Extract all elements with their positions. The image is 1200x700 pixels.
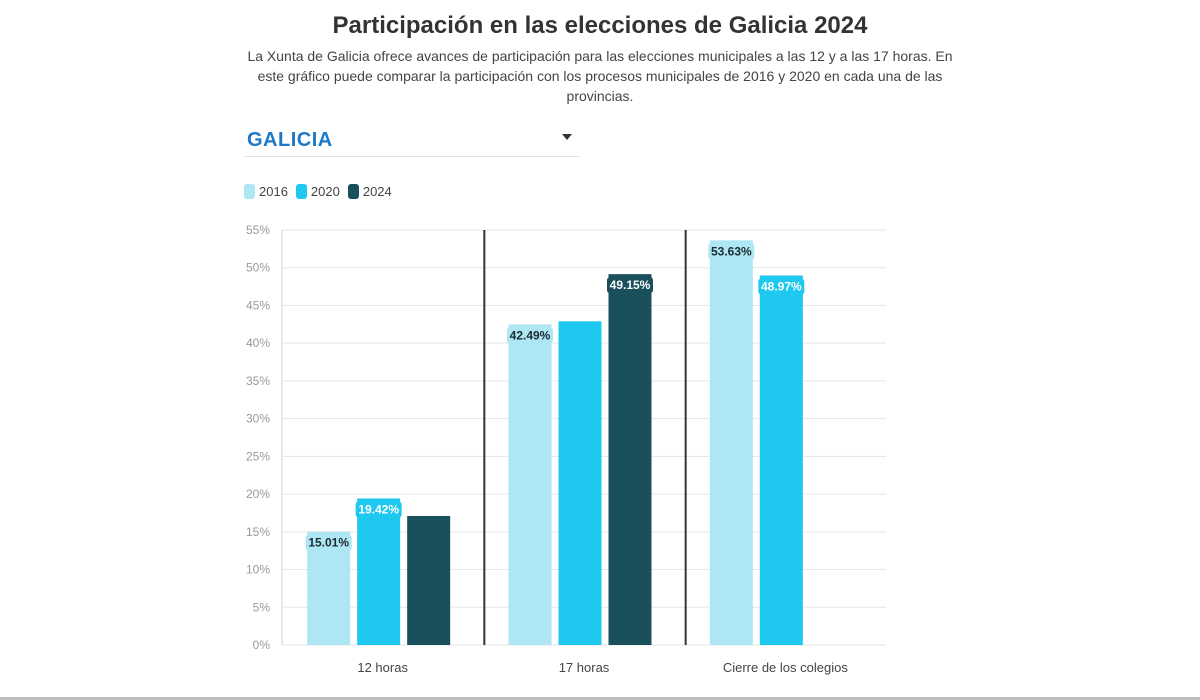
- data-label-bg: [305, 534, 352, 551]
- chart-legend: 2016 2020 2024: [244, 184, 400, 199]
- y-tick-label: 5%: [253, 600, 271, 614]
- chart-title: Participación en las elecciones de Galic…: [332, 12, 868, 39]
- legend-swatch-2020: [295, 184, 307, 199]
- legend-item-2020[interactable]: 2020: [295, 184, 340, 199]
- bar-2020-3: [759, 275, 803, 645]
- data-label-bg: [607, 277, 653, 294]
- data-label-bg: [758, 278, 805, 295]
- bar-2016-2: [508, 324, 552, 645]
- y-tick-label: 25%: [246, 449, 270, 463]
- bar-2020-2: [558, 321, 602, 645]
- x-tick-label: 12 horas: [357, 660, 408, 675]
- data-label: 53.63%: [711, 244, 752, 258]
- y-tick-label: 50%: [246, 261, 270, 275]
- y-tick-label: 0%: [253, 638, 271, 652]
- bar-2020-1: [357, 498, 401, 645]
- data-label-bg: [507, 327, 553, 344]
- data-label: 42.49%: [510, 328, 551, 342]
- y-tick-label: 40%: [246, 336, 270, 350]
- data-label-bg: [708, 243, 755, 260]
- region-dropdown[interactable]: GALICIA: [244, 126, 580, 157]
- region-dropdown-value: GALICIA: [247, 129, 333, 151]
- data-label: 48.97%: [761, 279, 802, 293]
- data-label: 49.15%: [610, 278, 651, 292]
- data-label: 15.01%: [308, 536, 349, 550]
- legend-item-2024[interactable]: 2024: [347, 184, 392, 199]
- legend-label-2020: 2020: [310, 184, 340, 199]
- legend-swatch-2016: [244, 184, 255, 199]
- chevron-down-icon: [562, 134, 572, 140]
- data-label-bg: [355, 501, 402, 518]
- legend-label-2024: 2024: [362, 184, 392, 199]
- bar-2024-1: [407, 515, 451, 645]
- legend-swatch-2024: [347, 184, 359, 199]
- y-tick-label: 55%: [246, 223, 270, 237]
- bar-2016-3: [709, 240, 753, 645]
- x-tick-label: 17 horas: [559, 660, 610, 675]
- y-tick-label: 45%: [246, 298, 270, 312]
- y-tick-label: 10%: [246, 563, 270, 577]
- y-tick-label: 35%: [246, 374, 270, 388]
- data-label: 19.42%: [358, 502, 399, 516]
- y-tick-label: 30%: [246, 412, 270, 426]
- bottom-border: [0, 697, 1200, 700]
- bar-2024-2: [608, 274, 652, 645]
- legend-item-2016[interactable]: 2016: [244, 184, 288, 199]
- y-tick-label: 20%: [246, 487, 270, 501]
- legend-label-2016: 2016: [259, 184, 288, 199]
- chart-subtitle: La Xunta de Galicia ofrece avances de pa…: [247, 48, 953, 104]
- x-tick-label: Cierre de los colegios: [723, 660, 849, 675]
- y-tick-label: 15%: [246, 525, 270, 539]
